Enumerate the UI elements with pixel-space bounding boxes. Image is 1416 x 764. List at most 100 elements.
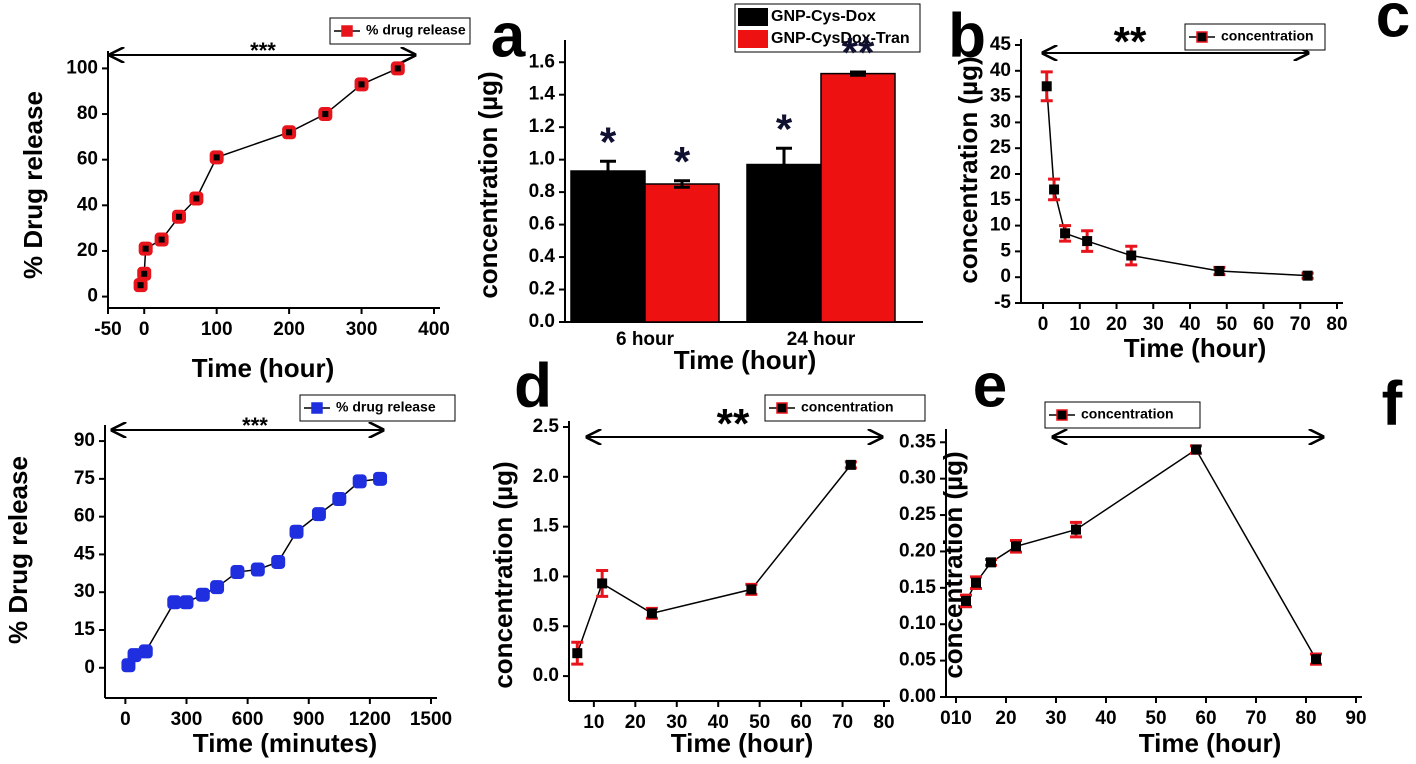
- marker: [971, 577, 981, 588]
- x-tick-label: 60: [791, 712, 812, 733]
- marker-core: [322, 111, 329, 118]
- marker-core: [286, 129, 293, 136]
- panel-label: b: [948, 1, 986, 70]
- significance-annotation: **: [1114, 18, 1147, 65]
- x-tick-label: 20: [1106, 314, 1127, 335]
- marker: [373, 471, 388, 486]
- marker-core: [142, 245, 149, 252]
- marker: [210, 580, 225, 595]
- x-tick-label: 60: [1195, 708, 1216, 729]
- marker: [179, 595, 194, 610]
- y-tick-label: 2.5: [533, 416, 560, 437]
- marker: [332, 492, 347, 507]
- y-tick-label: 90: [74, 430, 95, 451]
- marker: [311, 507, 326, 522]
- x-tick-label: 300: [171, 709, 203, 730]
- y-tick-label: 1.5: [533, 516, 560, 537]
- y-tick-label: -5: [994, 292, 1011, 313]
- legend-marker: [341, 25, 353, 37]
- x-tick-label: 40: [1179, 314, 1200, 335]
- y-tick-label: 60: [74, 506, 95, 527]
- x-tick-label: 010: [940, 708, 972, 729]
- data-line: [576, 464, 852, 654]
- y-tick-label: 75: [74, 468, 96, 489]
- panel-label: f: [1382, 369, 1403, 438]
- x-tick-label: 30: [1143, 314, 1164, 335]
- y-tick-label: 0.8: [529, 181, 555, 202]
- marker: [138, 644, 153, 659]
- y-tick-label: 40: [77, 194, 98, 215]
- x-tick-label: 80: [1295, 708, 1316, 729]
- x-axis-label: Time (hour): [1124, 333, 1267, 363]
- bar: [820, 72, 896, 323]
- y-tick-label: 1.2: [529, 116, 555, 137]
- x-tick-label: 50: [749, 712, 770, 733]
- y-tick-label: 45: [990, 34, 1012, 55]
- panel-label: d: [514, 351, 552, 420]
- legend-label: % drug release: [336, 399, 436, 415]
- legend-marker: [776, 402, 788, 414]
- legend-swatch: [738, 8, 768, 26]
- x-tick-label: 1500: [410, 709, 452, 730]
- significance-mark: *: [600, 118, 617, 165]
- x-tick-label: 900: [293, 709, 325, 730]
- panel-label: c: [1376, 0, 1410, 50]
- y-tick-label: 0.05: [899, 650, 936, 671]
- x-tick-label: 300: [346, 319, 378, 340]
- x-tick-label: 70: [1290, 314, 1311, 335]
- marker: [1049, 184, 1060, 195]
- x-axis-label: Time (hour): [671, 728, 814, 758]
- x-tick-label: 10: [583, 712, 604, 733]
- legend-label: GNP-CysDox-Tran: [771, 30, 910, 47]
- x-tick-label: 70: [1245, 708, 1266, 729]
- y-tick-label: 100: [66, 57, 98, 78]
- marker: [1214, 266, 1225, 277]
- marker-core: [137, 282, 144, 289]
- marker: [195, 587, 210, 602]
- y-tick-label: 0: [84, 657, 95, 678]
- x-tick-label: 100: [201, 319, 233, 340]
- marker: [1082, 236, 1093, 247]
- marker: [746, 584, 757, 595]
- significance-mark: *: [674, 138, 691, 185]
- panel-label: e: [973, 351, 1007, 420]
- y-tick-label: 0: [87, 286, 98, 307]
- y-tick-label: 1.6: [529, 51, 555, 72]
- significance-annotation: ***: [242, 413, 268, 438]
- y-axis-label: % Drug release: [18, 91, 48, 279]
- marker: [289, 524, 304, 539]
- marker: [961, 595, 971, 606]
- x-axis-label: Time (minutes): [193, 728, 377, 758]
- y-tick-label: 60: [77, 149, 98, 170]
- y-axis-label: concentration (µg): [473, 71, 503, 298]
- y-tick-label: 10: [990, 215, 1011, 236]
- y-tick-label: 35: [990, 86, 1012, 107]
- marker-core: [358, 81, 365, 88]
- panel-label: a: [491, 1, 526, 70]
- x-tick-label: 30: [666, 712, 687, 733]
- y-tick-label: 0.2: [529, 279, 555, 300]
- significance-annotation: ***: [250, 38, 276, 63]
- x-tick-label: -50: [94, 319, 121, 340]
- bar: [746, 163, 822, 323]
- marker: [1311, 654, 1321, 665]
- x-tick-label: 0: [139, 319, 150, 340]
- data-line: [965, 448, 1317, 660]
- error-bar: [600, 159, 616, 183]
- x-tick-label: 80: [873, 712, 894, 733]
- x-tick-label: 40: [708, 712, 729, 733]
- marker: [986, 557, 996, 568]
- y-tick-label: 40: [990, 60, 1011, 81]
- x-axis-label: Time (hour): [1139, 728, 1282, 758]
- y-tick-label: 20: [990, 163, 1011, 184]
- marker: [845, 459, 856, 470]
- y-tick-label: 0.25: [899, 504, 936, 525]
- y-tick-label: 0.5: [533, 615, 560, 636]
- bar: [644, 183, 720, 323]
- y-tick-label: 1.0: [529, 149, 555, 170]
- significance-mark: **: [842, 29, 875, 76]
- marker-core: [213, 154, 220, 161]
- y-tick-label: 1.0: [533, 565, 559, 586]
- legend-marker: [1196, 31, 1208, 43]
